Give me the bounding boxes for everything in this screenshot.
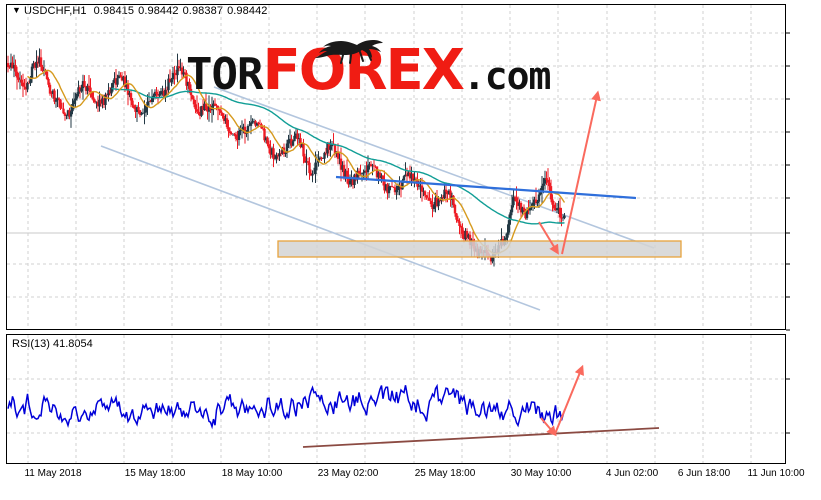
forecast-arrow-up	[561, 90, 601, 255]
time-tick-0: 11 May 2018	[24, 468, 82, 479]
price-grid	[7, 5, 785, 329]
time-tick-7: 6 Jun 18:00	[677, 468, 731, 479]
forecast-arrow-down	[538, 221, 559, 255]
time-tick-2: 18 May 10:00	[221, 468, 283, 479]
channel-upper-line	[213, 86, 655, 249]
rsi-forecast-arrow-up	[554, 364, 584, 435]
ohlc-open: 0.98415	[93, 5, 135, 17]
quote-header: ▼ USDCHF,H1 0.98415 0.98442 0.98387 0.98442	[12, 5, 272, 17]
rsi-panel-frame	[6, 334, 786, 464]
bull-icon	[315, 40, 383, 64]
price-panel-frame	[6, 4, 786, 330]
trendline-blue	[335, 175, 637, 200]
time-tick-5: 30 May 10:00	[510, 468, 572, 479]
ohlc-high: 0.98442	[138, 5, 179, 17]
logo-dotcom-text: .com	[462, 54, 552, 98]
ohlc-low: 0.98387	[182, 5, 224, 17]
symbol-label: USDCHF,H1	[24, 5, 87, 17]
rsi-support-trendline	[302, 427, 660, 448]
support-zone-rect	[277, 240, 682, 258]
time-tick-1: 15 May 18:00	[124, 468, 186, 479]
ma-slow-line	[111, 87, 565, 225]
ma-fast-line	[27, 69, 566, 255]
time-tick-4: 25 May 18:00	[414, 468, 476, 479]
axis-ticks	[786, 32, 790, 434]
ohlc-close: 0.98442	[227, 5, 268, 17]
time-tick-8: 11 Jun 10:00	[747, 468, 805, 479]
rsi-grid	[7, 335, 785, 463]
channel-lower-line	[100, 145, 541, 311]
time-tick-6: 4 Jun 02:00	[605, 468, 659, 479]
collapse-triangle-icon[interactable]: ▼	[12, 5, 22, 15]
rsi-forecast-arrow-down	[540, 417, 557, 437]
rsi-series-line	[7, 383, 566, 430]
logo-tor-text: TOR	[186, 49, 263, 100]
rsi-indicator-label: RSI(13) 41.8054	[12, 338, 93, 350]
descending-channel	[100, 86, 655, 311]
candlestick-series	[7, 48, 566, 267]
time-tick-3: 23 May 02:00	[317, 468, 379, 479]
